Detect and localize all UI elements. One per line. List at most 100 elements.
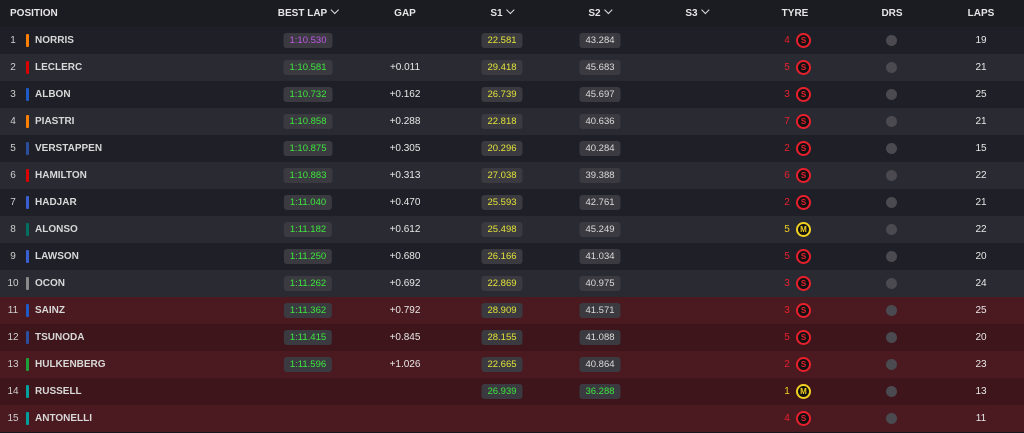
header-gap: GAP (394, 0, 416, 27)
position: 4 (10, 116, 16, 127)
sector-1: 26.166 (481, 249, 523, 264)
gap: +0.288 (389, 116, 421, 127)
best-lap: 1:11.362 (283, 303, 333, 318)
team-color (26, 196, 29, 209)
driver-row[interactable]: 13 HULKENBERG 1:11.596 +1.026 22.665 40.864 2 S… (0, 351, 1024, 378)
sector-2: 45.697 (579, 87, 621, 102)
driver-name: HULKENBERG (35, 359, 106, 370)
header-tyre: TYRE (782, 0, 809, 27)
gap: +0.792 (389, 305, 421, 316)
best-lap: 1:10.530 (283, 33, 333, 48)
position: 6 (10, 170, 16, 181)
sector-2: 40.636 (579, 114, 621, 129)
sector-2: 36.288 (579, 384, 621, 399)
driver-row[interactable]: 15 ANTONELLI 4 S 11 (0, 405, 1024, 432)
laps: 13 (975, 386, 987, 397)
tyre-age: 4 (784, 413, 790, 424)
driver-name: OCON (35, 278, 65, 289)
tyre-age: 6 (784, 170, 790, 181)
driver-row[interactable]: 3 ALBON 1:10.732 +0.162 26.739 45.697 3 S 25 (0, 81, 1024, 108)
driver-name: VERSTAPPEN (35, 143, 103, 154)
header-s2[interactable]: S2 (588, 0, 613, 27)
best-lap: 1:11.262 (283, 276, 333, 291)
sector-2: 41.088 (579, 330, 621, 345)
driver-row[interactable]: 14 RUSSELL 26.939 36.288 1 M 13 (0, 378, 1024, 405)
tyre-age: 5 (784, 251, 790, 262)
driver-name: PIASTRI (35, 116, 75, 127)
tyre-age: 2 (784, 143, 790, 154)
drs-indicator (886, 305, 897, 316)
header-text: GAP (394, 8, 416, 19)
position: 13 (7, 359, 19, 370)
sector-2: 41.034 (579, 249, 621, 264)
sector-1: 22.869 (481, 276, 523, 291)
drs-indicator (886, 224, 897, 235)
team-color (26, 61, 29, 74)
sector-1: 28.909 (481, 303, 523, 318)
header-s1[interactable]: S1 (490, 0, 515, 27)
sort-icon (604, 5, 613, 15)
best-lap: 1:11.182 (283, 222, 333, 237)
header-s3[interactable]: S3 (685, 0, 710, 27)
sector-1: 22.818 (481, 114, 523, 129)
team-color (26, 331, 29, 344)
drs-indicator (886, 332, 897, 343)
driver-row[interactable]: 1 NORRIS 1:10.530 22.581 43.284 4 S 19 (0, 27, 1024, 54)
team-color (26, 169, 29, 182)
best-lap: 1:11.415 (283, 330, 333, 345)
tyre-compound: S (796, 114, 811, 129)
drs-indicator (886, 116, 897, 127)
driver-name: TSUNODA (35, 332, 85, 343)
position: 12 (7, 332, 19, 343)
sort-icon (330, 5, 340, 15)
driver-name: ALBON (35, 89, 71, 100)
driver-row[interactable]: 6 HAMILTON 1:10.883 +0.313 27.038 39.388 6 S 22 (0, 162, 1024, 189)
tyre-compound: S (796, 87, 811, 102)
driver-row[interactable]: 4 PIASTRI 1:10.858 +0.288 22.818 40.636 7 S 21 (0, 108, 1024, 135)
position: 11 (7, 305, 19, 316)
driver-row[interactable]: 11 SAINZ 1:11.362 +0.792 28.909 41.571 3 S 25 (0, 297, 1024, 324)
sector-2: 40.864 (579, 357, 621, 372)
position: 14 (7, 386, 19, 397)
team-color (26, 412, 29, 425)
laps: 11 (975, 413, 987, 424)
header-text: S1 (490, 8, 503, 19)
tyre-age: 3 (784, 278, 790, 289)
tyre-age: 1 (784, 386, 790, 397)
drs-indicator (886, 170, 897, 181)
position: 5 (10, 143, 16, 154)
tyre-compound: S (796, 411, 811, 426)
team-color (26, 223, 29, 236)
laps: 21 (975, 116, 987, 127)
gap: +0.162 (389, 89, 421, 100)
driver-row[interactable]: 10 OCON 1:11.262 +0.692 22.869 40.975 3 S 24 (0, 270, 1024, 297)
sector-1: 20.296 (481, 141, 523, 156)
sort-icon (701, 5, 710, 15)
team-color (26, 88, 29, 101)
driver-row[interactable]: 8 ALONSO 1:11.182 +0.612 25.498 45.249 5 M 22 (0, 216, 1024, 243)
header-row: POSITION BEST LAP GAP S1 S2 S3 TYRE DRS … (0, 0, 1024, 27)
header-best-lap[interactable]: BEST LAP (278, 0, 340, 27)
drs-indicator (886, 359, 897, 370)
best-lap: 1:11.250 (283, 249, 333, 264)
drs-indicator (886, 143, 897, 154)
sector-1: 29.418 (481, 60, 523, 75)
driver-row[interactable]: 5 VERSTAPPEN 1:10.875 +0.305 20.296 40.284 2 S 1… (0, 135, 1024, 162)
driver-row[interactable]: 7 HADJAR 1:11.040 +0.470 25.593 42.761 2 S 21 (0, 189, 1024, 216)
drs-indicator (886, 89, 897, 100)
drs-indicator (886, 197, 897, 208)
laps: 15 (975, 143, 987, 154)
driver-row[interactable]: 12 TSUNODA 1:11.415 +0.845 28.155 41.088 5 S 20 (0, 324, 1024, 351)
laps: 21 (975, 197, 987, 208)
tyre-compound: S (796, 357, 811, 372)
driver-name: SAINZ (35, 305, 65, 316)
gap: +0.612 (389, 224, 421, 235)
tyre-compound: S (796, 249, 811, 264)
driver-row[interactable]: 2 LECLERC 1:10.581 +0.011 29.418 45.683 5 S 21 (0, 54, 1024, 81)
driver-row[interactable]: 9 LAWSON 1:11.250 +0.680 26.166 41.034 5 S 20 (0, 243, 1024, 270)
driver-name: RUSSELL (35, 386, 82, 397)
position: 8 (10, 224, 16, 235)
header-text: S3 (685, 8, 698, 19)
sector-2: 43.284 (579, 33, 621, 48)
